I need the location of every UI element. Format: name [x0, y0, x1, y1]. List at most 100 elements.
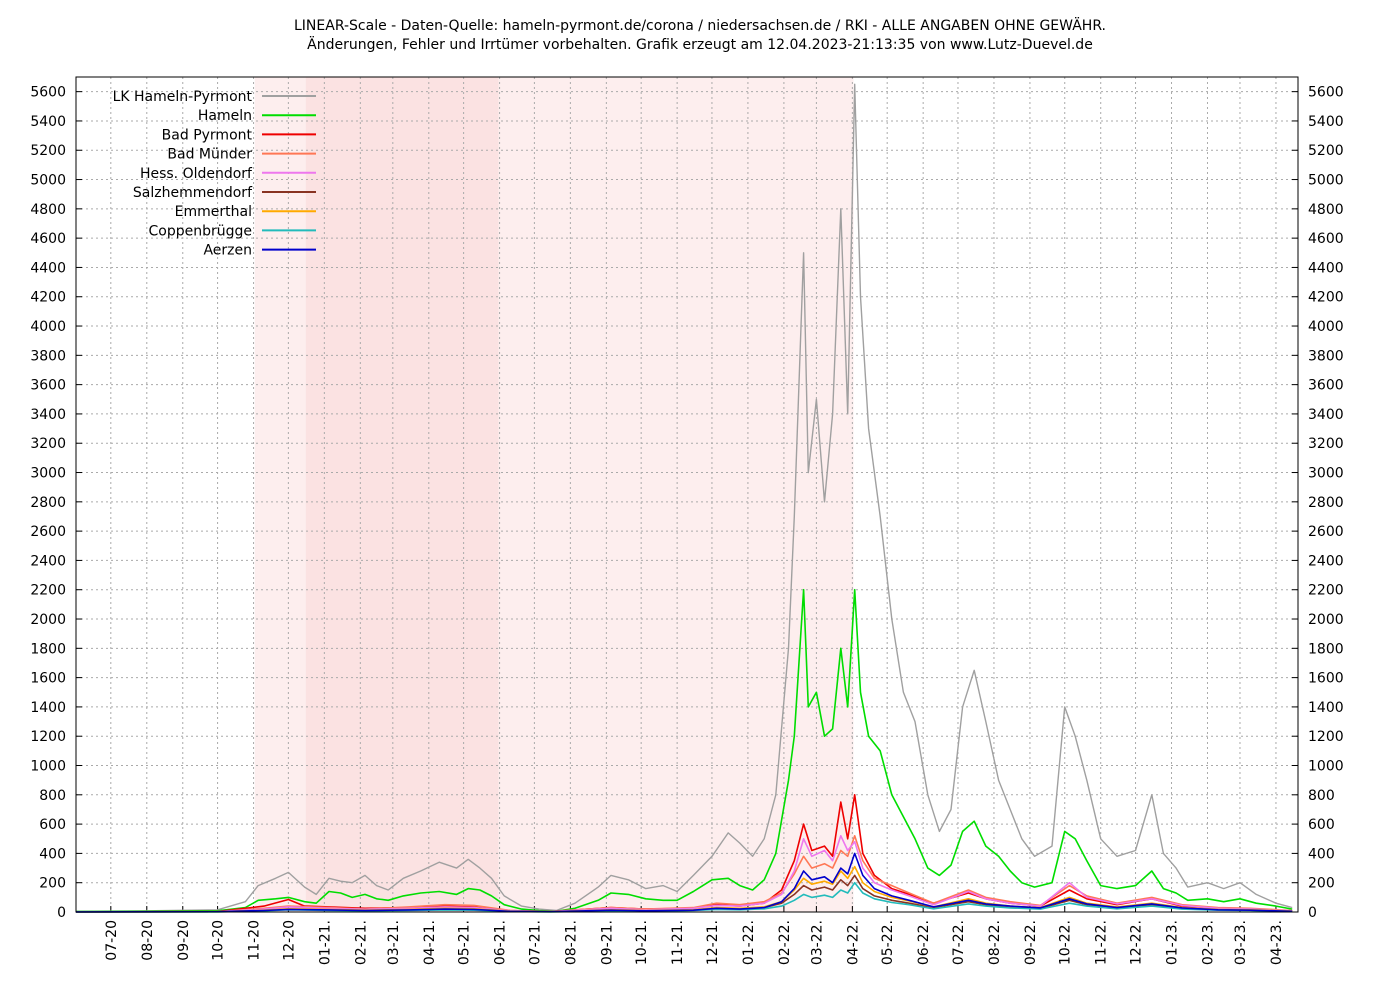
y-tick-label-right-600: 600 — [1308, 817, 1335, 833]
y-tick-label-left-600: 600 — [39, 817, 66, 833]
legend-label-0: LK Hameln-Pyrmont — [113, 89, 253, 105]
y-tick-label-left-1600: 1600 — [30, 671, 66, 687]
x-tick-label-18: 01-22. — [741, 920, 757, 965]
y-tick-label-right-1800: 1800 — [1308, 641, 1344, 657]
x-tick-label-19: 02-22. — [777, 920, 793, 965]
plot-frame — [75, 76, 1299, 913]
y-tick-label-right-5200: 5200 — [1308, 143, 1344, 159]
y-tick-label-right-800: 800 — [1308, 788, 1335, 804]
y-tick-label-right-2200: 2200 — [1308, 583, 1344, 599]
legend-label-7: Coppenbrügge — [148, 223, 252, 239]
x-tick-label-30: 01-23. — [1165, 920, 1181, 965]
x-tick-label-10: 05-21. — [457, 920, 473, 965]
y-tick-label-right-4600: 4600 — [1308, 231, 1344, 247]
x-tick-label-0: 07-20 — [104, 920, 120, 961]
x-tick-label-28: 11-22. — [1094, 920, 1110, 965]
y-tick-label-left-5400: 5400 — [30, 114, 66, 130]
legend-label-1: Hameln — [198, 108, 252, 124]
legend-label-6: Emmerthal — [175, 204, 252, 220]
y-tick-label-right-2000: 2000 — [1308, 612, 1344, 628]
y-tick-label-right-2400: 2400 — [1308, 553, 1344, 569]
y-tick-label-right-4800: 4800 — [1308, 202, 1344, 218]
x-tick-label-16: 11-21. — [670, 920, 686, 965]
y-tick-label-right-3000: 3000 — [1308, 466, 1344, 482]
x-tick-label-6: 01-21. — [317, 920, 333, 965]
y-tick-label-right-4400: 4400 — [1308, 260, 1344, 276]
x-tick-label-27: 10-22. — [1058, 920, 1074, 965]
y-tick-label-left-2600: 2600 — [30, 524, 66, 540]
x-tick-label-4: 11-20 — [247, 920, 263, 961]
y-tick-label-left-4400: 4400 — [30, 260, 66, 276]
y-tick-label-left-200: 200 — [39, 876, 66, 892]
y-tick-label-right-5600: 5600 — [1308, 85, 1344, 101]
legend-label-8: Aerzen — [203, 243, 252, 259]
x-tick-label-20: 03-22. — [809, 920, 825, 965]
x-tick-label-25: 08-22. — [987, 920, 1003, 965]
y-tick-label-left-1200: 1200 — [30, 729, 66, 745]
y-tick-label-left-4600: 4600 — [30, 231, 66, 247]
legend-label-5: Salzhemmendorf — [133, 185, 253, 201]
x-tick-label-3: 10-20 — [211, 920, 227, 961]
x-tick-label-17: 12-21. — [705, 920, 721, 965]
y-tick-label-left-3200: 3200 — [30, 436, 66, 452]
x-tick-label-8: 03-21. — [386, 920, 402, 965]
y-tick-label-left-3000: 3000 — [30, 466, 66, 482]
y-tick-label-left-4200: 4200 — [30, 290, 66, 306]
series-line-3 — [75, 834, 1293, 913]
shaded-range-1 — [305, 77, 499, 912]
y-tick-label-left-4000: 4000 — [30, 319, 66, 335]
series-line-8 — [75, 852, 1293, 913]
series-line-6 — [75, 865, 1293, 913]
y-tick-label-left-2000: 2000 — [30, 612, 66, 628]
legend-label-2: Bad Pyrmont — [162, 127, 253, 143]
y-tick-label-right-1000: 1000 — [1308, 759, 1344, 775]
y-tick-label-right-1400: 1400 — [1308, 700, 1344, 716]
series-line-1 — [75, 588, 1293, 913]
series-line-0 — [75, 83, 1293, 912]
y-tick-label-left-1000: 1000 — [30, 759, 66, 775]
x-tick-label-5: 12-20 — [281, 920, 297, 961]
y-tick-label-left-1800: 1800 — [30, 641, 66, 657]
y-tick-label-left-5000: 5000 — [30, 173, 66, 189]
x-tick-label-24: 07-22. — [951, 920, 967, 965]
y-tick-label-right-1200: 1200 — [1308, 729, 1344, 745]
y-tick-label-right-2800: 2800 — [1308, 495, 1344, 511]
y-tick-label-left-800: 800 — [39, 788, 66, 804]
y-tick-label-left-0: 0 — [57, 905, 66, 921]
chart-subtitle: Änderungen, Fehler und Irrtümer vorbehal… — [307, 37, 1093, 53]
x-tick-label-15: 10-21. — [634, 920, 650, 965]
y-tick-label-left-1400: 1400 — [30, 700, 66, 716]
y-tick-label-right-1600: 1600 — [1308, 671, 1344, 687]
x-tick-label-13: 08-21. — [563, 920, 579, 965]
y-tick-label-left-3800: 3800 — [30, 348, 66, 364]
x-tick-label-14: 09-21. — [599, 920, 615, 965]
y-tick-label-left-2400: 2400 — [30, 553, 66, 569]
x-tick-label-12: 07-21. — [527, 920, 543, 965]
x-tick-label-33: 04-23. — [1269, 920, 1285, 965]
y-tick-label-right-4200: 4200 — [1308, 290, 1344, 306]
y-tick-label-left-3600: 3600 — [30, 378, 66, 394]
chart-title: LINEAR-Scale - Daten-Quelle: hameln-pyrm… — [294, 18, 1106, 34]
x-tick-label-31: 02-23. — [1200, 920, 1216, 965]
x-tick-label-23: 06-22. — [916, 920, 932, 965]
x-tick-label-7: 02-21. — [353, 920, 369, 965]
y-tick-label-right-3400: 3400 — [1308, 407, 1344, 423]
y-tick-label-right-2600: 2600 — [1308, 524, 1344, 540]
legend-label-4: Hess. Oldendorf — [140, 166, 253, 182]
y-tick-label-right-3600: 3600 — [1308, 378, 1344, 394]
y-tick-label-right-5400: 5400 — [1308, 114, 1344, 130]
y-tick-label-right-400: 400 — [1308, 846, 1335, 862]
y-tick-label-right-0: 0 — [1308, 905, 1317, 921]
x-tick-label-22: 05-22. — [880, 920, 896, 965]
y-tick-label-right-4000: 4000 — [1308, 319, 1344, 335]
y-tick-label-left-5200: 5200 — [30, 143, 66, 159]
x-tick-label-2: 09-20 — [176, 920, 192, 961]
legend-label-3: Bad Münder — [167, 147, 252, 163]
y-tick-label-left-3400: 3400 — [30, 407, 66, 423]
y-tick-label-left-4800: 4800 — [30, 202, 66, 218]
y-tick-label-left-2200: 2200 — [30, 583, 66, 599]
x-tick-label-11: 06-21. — [493, 920, 509, 965]
x-tick-label-1: 08-20 — [140, 920, 156, 961]
y-tick-label-left-5600: 5600 — [30, 85, 66, 101]
